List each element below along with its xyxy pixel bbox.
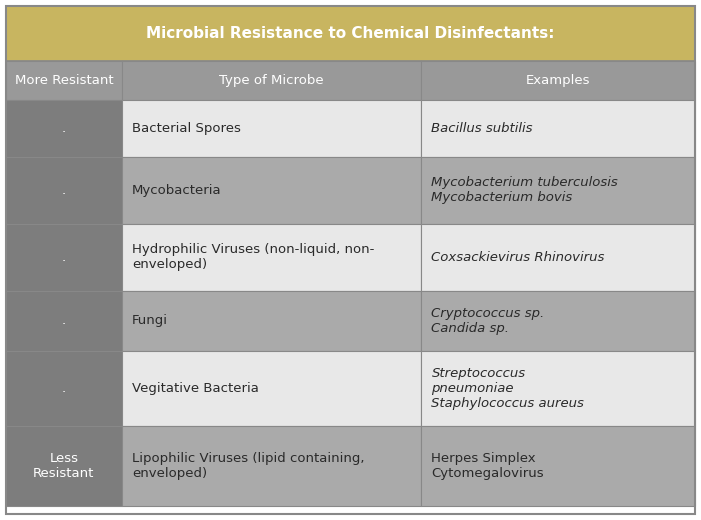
- Text: Bacterial Spores: Bacterial Spores: [132, 122, 240, 135]
- Bar: [421, 291, 695, 351]
- Text: Coxsackievirus Rhinovirus: Coxsackievirus Rhinovirus: [432, 251, 605, 264]
- Text: Mycobacteria: Mycobacteria: [132, 184, 222, 197]
- Bar: [6, 157, 122, 224]
- Bar: [421, 224, 695, 291]
- Bar: [421, 61, 695, 100]
- Bar: [6, 426, 122, 506]
- Text: .: .: [62, 382, 66, 395]
- Text: Streptococcus
pneumoniae
Staphylococcus aureus: Streptococcus pneumoniae Staphylococcus …: [432, 367, 585, 410]
- Bar: [6, 100, 122, 157]
- Bar: [122, 100, 421, 157]
- Bar: [421, 426, 695, 506]
- Bar: [122, 426, 421, 506]
- Text: Fungi: Fungi: [132, 315, 168, 328]
- Text: Vegitative Bacteria: Vegitative Bacteria: [132, 382, 259, 395]
- Bar: [6, 291, 122, 351]
- Bar: [122, 157, 421, 224]
- Bar: [6, 61, 122, 100]
- Text: More Resistant: More Resistant: [15, 74, 113, 87]
- Text: Mycobacterium tuberculosis
Mycobacterium bovis: Mycobacterium tuberculosis Mycobacterium…: [432, 176, 618, 204]
- Bar: [6, 224, 122, 291]
- Text: Cryptococcus sp.
Candida sp.: Cryptococcus sp. Candida sp.: [432, 307, 545, 335]
- Text: Hydrophilic Viruses (non-liquid, non-
enveloped): Hydrophilic Viruses (non-liquid, non- en…: [132, 243, 374, 271]
- Bar: [6, 351, 122, 426]
- Bar: [122, 351, 421, 426]
- Bar: [122, 224, 421, 291]
- Text: Examples: Examples: [526, 74, 590, 87]
- Text: .: .: [62, 122, 66, 135]
- Text: Bacillus subtilis: Bacillus subtilis: [432, 122, 533, 135]
- Text: Herpes Simplex
Cytomegalovirus: Herpes Simplex Cytomegalovirus: [432, 452, 544, 480]
- Text: Less
Resistant: Less Resistant: [33, 452, 95, 480]
- Bar: [421, 157, 695, 224]
- Bar: [122, 61, 421, 100]
- Bar: [421, 100, 695, 157]
- Bar: [6, 6, 695, 61]
- Text: Lipophilic Viruses (lipid containing,
enveloped): Lipophilic Viruses (lipid containing, en…: [132, 452, 365, 480]
- Text: Type of Microbe: Type of Microbe: [219, 74, 324, 87]
- Text: .: .: [62, 251, 66, 264]
- Text: Microbial Resistance to Chemical Disinfectants:: Microbial Resistance to Chemical Disinfe…: [147, 26, 554, 41]
- Text: .: .: [62, 184, 66, 197]
- Text: .: .: [62, 315, 66, 328]
- Bar: [421, 351, 695, 426]
- Bar: [122, 291, 421, 351]
